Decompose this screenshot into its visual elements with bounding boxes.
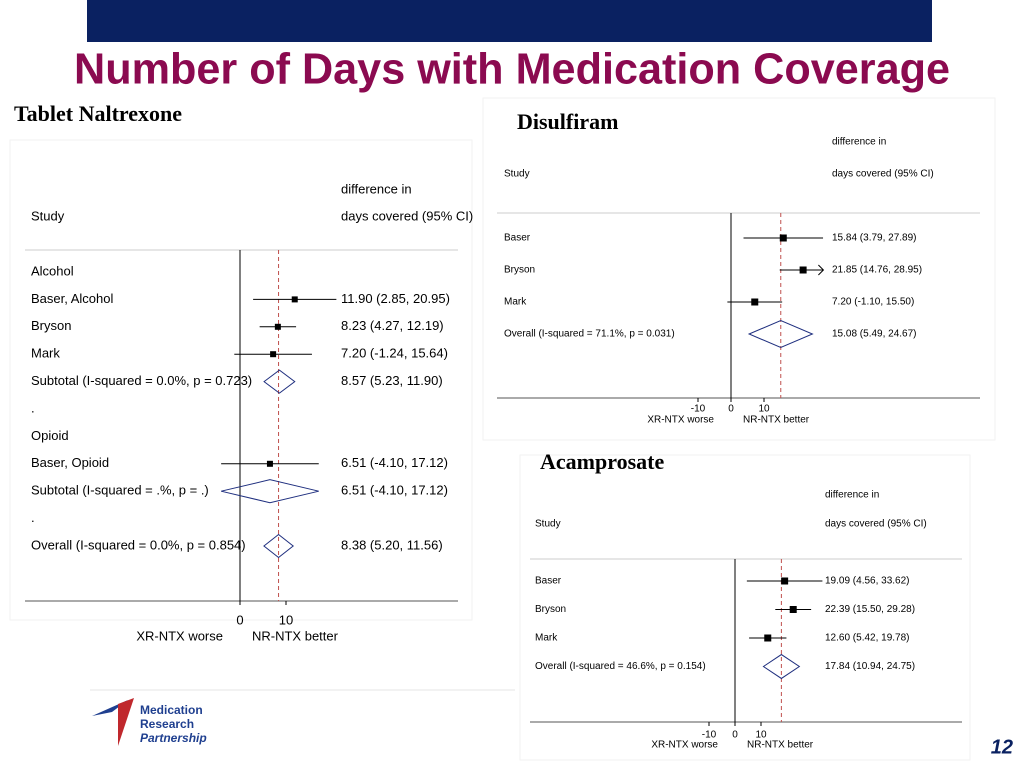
column-header: difference in (341, 181, 412, 196)
chart-title: Disulfiram (517, 109, 618, 134)
row-label: Bryson (504, 265, 535, 276)
ci-label: 19.09 (4.56, 33.62) (825, 576, 910, 587)
ci-label: 15.84 (3.79, 27.89) (832, 233, 917, 244)
slide-title: Number of Days with Medication Coverage (74, 45, 950, 94)
ci-label: 7.20 (-1.24, 15.64) (341, 346, 448, 361)
panel (519, 454, 971, 761)
row-label: Subtotal (I-squared = 0.0%, p = 0.723) (31, 373, 252, 388)
row-label: Baser (535, 576, 562, 587)
estimate-box (764, 634, 772, 642)
logo-text: Research (140, 717, 194, 731)
row-label: Alcohol (31, 263, 74, 278)
x-axis-label: NR-NTX better (743, 415, 810, 426)
row-label: . (31, 400, 35, 415)
row-label: Overall (I-squared = 46.6%, p = 0.154) (535, 661, 706, 672)
x-tick-label: 0 (236, 612, 243, 627)
row-label: Mark (535, 633, 558, 644)
ci-label: 12.60 (5.42, 19.78) (825, 633, 910, 644)
ci-label: 17.84 (10.94, 24.75) (825, 661, 915, 672)
row-label: Mark (504, 297, 527, 308)
row-label: Baser (504, 233, 531, 244)
x-axis-label: XR-NTX worse (136, 628, 223, 643)
estimate-box (291, 296, 298, 303)
row-label: Bryson (535, 604, 566, 615)
estimate-box (751, 298, 759, 306)
pooled-diamond (762, 653, 801, 680)
ci-label: 21.85 (14.76, 28.95) (832, 265, 922, 276)
ci-label: 8.57 (5.23, 11.90) (341, 373, 443, 388)
chart-title: Tablet Naltrexone (14, 101, 182, 126)
row-label: Opioid (31, 428, 69, 443)
ci-label: 11.90 (2.85, 20.95) (341, 291, 450, 306)
ci-label: 6.51 (-4.10, 17.12) (341, 483, 448, 498)
x-tick-label: 10 (755, 730, 767, 741)
pooled-diamond (747, 320, 814, 348)
pooled-diamond (221, 479, 319, 504)
x-tick-label: 0 (728, 404, 734, 415)
column-header: difference in (832, 137, 886, 148)
pooled-diamond (263, 533, 294, 559)
header-bar (87, 0, 932, 42)
row-label: Baser, Alcohol (31, 291, 113, 306)
logo-text: Partnership (140, 731, 207, 745)
estimate-box (779, 234, 787, 242)
pooled-diamond (263, 369, 296, 394)
row-label: Overall (I-squared = 0.0%, p = 0.854) (31, 537, 246, 552)
column-header: days covered (95% CI) (832, 169, 934, 180)
chart-title: Acamprosate (540, 449, 664, 474)
x-tick-label: -10 (691, 404, 706, 415)
x-tick-label: -10 (702, 730, 717, 741)
estimate-box (270, 351, 277, 358)
estimate-box (781, 577, 789, 585)
row-label: Subtotal (I-squared = .%, p = .) (31, 483, 209, 498)
estimate-box (789, 606, 797, 613)
ci-label: 8.23 (4.27, 12.19) (341, 318, 444, 333)
x-tick-label: 10 (758, 404, 770, 415)
row-label: Mark (31, 346, 60, 361)
x-axis-label: XR-NTX worse (651, 740, 718, 751)
column-header: days covered (95% CI) (341, 208, 473, 223)
ci-label: 8.38 (5.20, 11.56) (341, 537, 443, 552)
study-header: Study (535, 519, 561, 530)
x-tick-label: 0 (732, 730, 738, 741)
estimate-box (799, 266, 807, 274)
logo-text: Medication (140, 703, 203, 717)
logo-mark (118, 698, 134, 746)
estimate-box (266, 460, 273, 467)
column-header: days covered (95% CI) (825, 519, 927, 530)
x-axis-label: NR-NTX better (252, 628, 339, 643)
row-label: Bryson (31, 318, 71, 333)
logo: Medication Research Partnership (92, 698, 207, 746)
ci-label: 22.39 (15.50, 29.28) (825, 604, 915, 615)
ci-label: 7.20 (-1.10, 15.50) (832, 297, 914, 308)
row-label: . (31, 510, 35, 525)
estimate-box (274, 323, 281, 330)
ci-label: 15.08 (5.49, 24.67) (832, 329, 917, 340)
ci-arrow (818, 264, 825, 276)
row-label: Overall (I-squared = 71.1%, p = 0.031) (504, 329, 675, 340)
page-number: 12 (991, 736, 1013, 758)
x-axis-label: NR-NTX better (747, 740, 814, 751)
panel (482, 97, 996, 441)
x-tick-label: 10 (279, 612, 293, 627)
panel (9, 139, 473, 621)
study-header: Study (31, 208, 65, 223)
column-header: difference in (825, 490, 879, 501)
x-axis-label: XR-NTX worse (647, 415, 714, 426)
ci-label: 6.51 (-4.10, 17.12) (341, 455, 448, 470)
row-label: Baser, Opioid (31, 455, 109, 470)
study-header: Study (504, 169, 530, 180)
